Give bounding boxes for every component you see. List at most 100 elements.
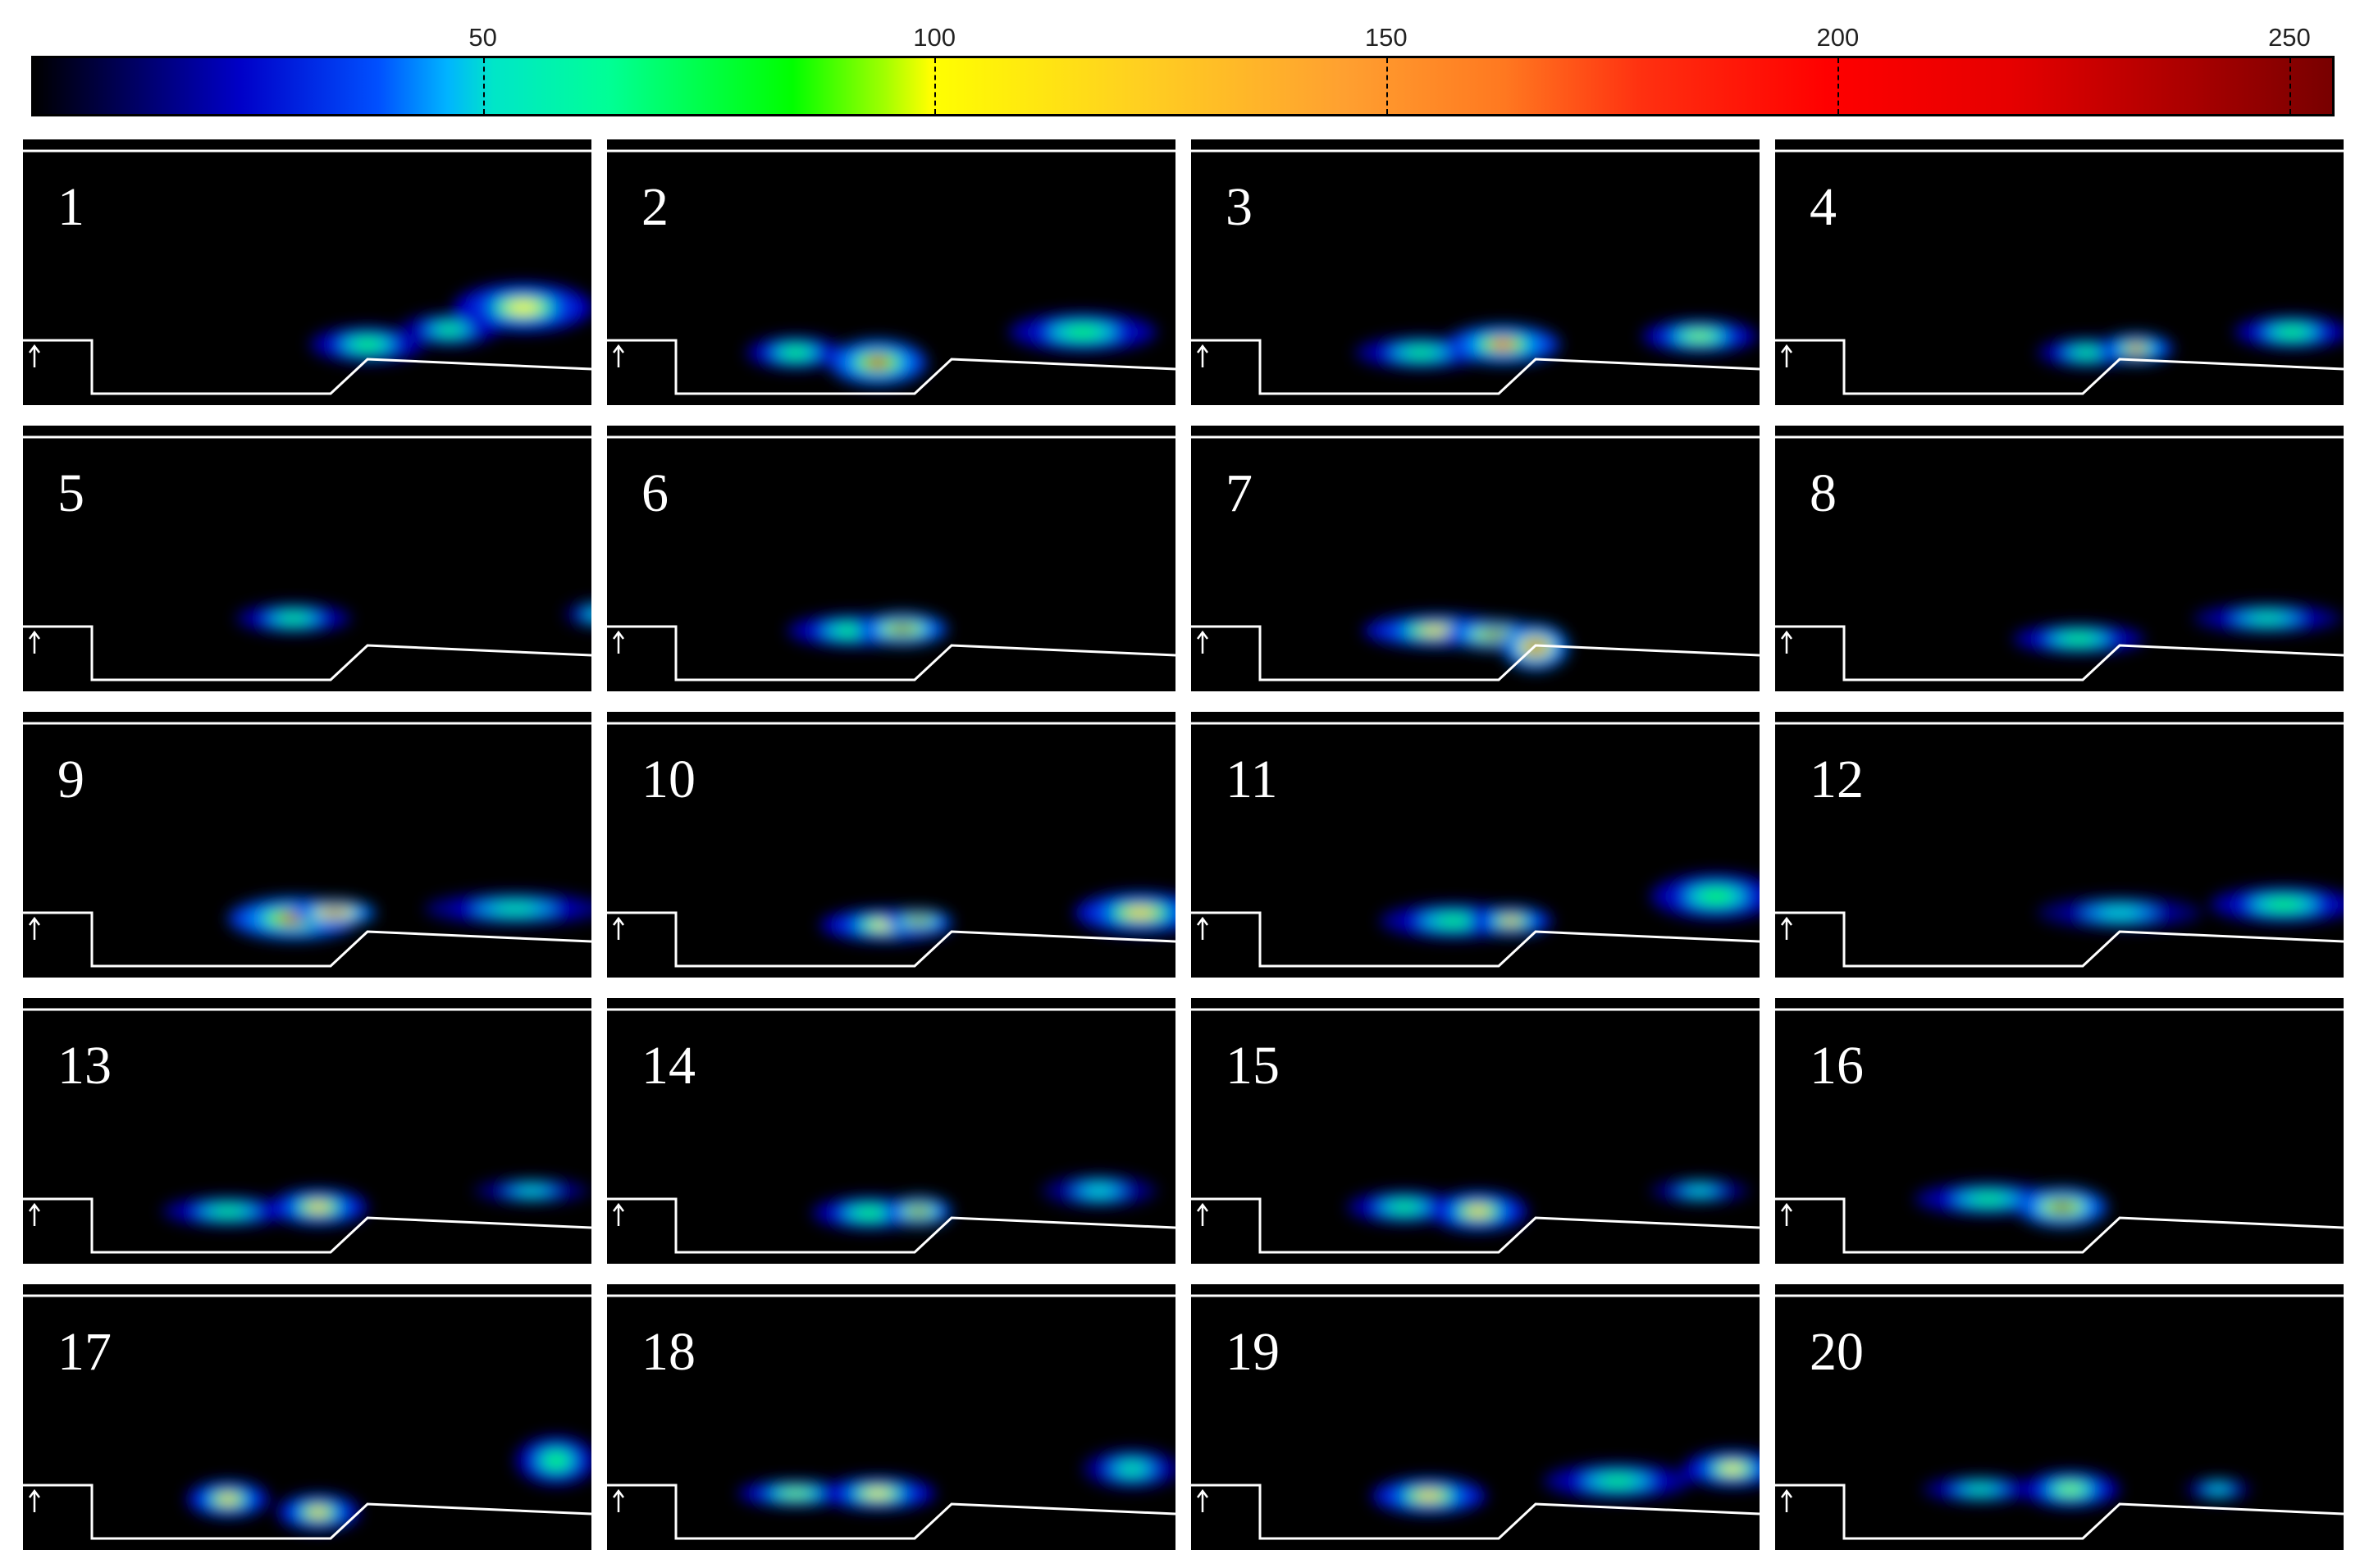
colorbar-tick-250 (2289, 58, 2291, 114)
geometry-outline (1191, 339, 1760, 395)
frame-panel: 19 (1191, 1284, 1760, 1550)
arrow-up-icon (1781, 630, 1792, 654)
intensity-blob (545, 1454, 567, 1467)
intensity-field (738, 1449, 1175, 1510)
intensity-blob (2126, 344, 2146, 353)
geometry-outline (1775, 625, 2344, 681)
frame-panel: 7 (1191, 426, 1760, 691)
intensity-blob (781, 1490, 810, 1497)
frame-panel: 15 (1191, 998, 1760, 1264)
frame-panel: 14 (607, 998, 1175, 1264)
arrow-up-icon (1197, 916, 1208, 940)
intensity-blob (1435, 916, 1472, 926)
frame-image (23, 149, 591, 395)
intensity-blob (437, 326, 462, 334)
intensity-blob (589, 612, 591, 617)
intensity-field (228, 892, 591, 940)
intensity-field (1372, 1451, 1760, 1514)
intensity-blob (324, 909, 345, 916)
frame-image (607, 1294, 1175, 1540)
intensity-field (310, 283, 591, 362)
intensity-blob (1120, 1464, 1144, 1474)
intensity-blob (911, 1207, 927, 1215)
frame-panel: 18 (607, 1284, 1175, 1550)
frame-image (23, 1294, 591, 1540)
colorbar-gradient (31, 56, 2335, 116)
frame-image (1191, 435, 1760, 681)
intensity-blob (911, 918, 927, 924)
geometry-outline (1775, 1197, 2344, 1254)
frame-image (1191, 149, 1760, 395)
frame-number: 6 (641, 463, 669, 523)
intensity-blob (1124, 907, 1157, 918)
intensity-blob (2062, 635, 2095, 643)
frame-panel: 1 (23, 139, 591, 405)
intensity-blob (1084, 1187, 1114, 1195)
geometry-outline (1775, 911, 2344, 968)
intensity-blob (1390, 1203, 1419, 1211)
frame-image (1191, 1008, 1760, 1254)
arrow-up-icon (1781, 916, 1792, 940)
frame-number: 3 (1226, 177, 1253, 237)
intensity-blob (1970, 1195, 2007, 1203)
frame-image (1191, 722, 1760, 968)
geometry-outline (607, 911, 1175, 968)
arrow-up-icon (29, 630, 40, 654)
frame-image (1775, 435, 2344, 681)
frame-number: 14 (641, 1036, 696, 1096)
geometry-outline (607, 339, 1175, 395)
geometry-outline (23, 911, 591, 968)
geometry-outline (23, 1197, 591, 1254)
colorbar-tick-label: 150 (1364, 23, 1408, 52)
intensity-blob (1700, 891, 1732, 902)
colorbar-tick-label: 100 (913, 23, 956, 52)
frame-panel: 13 (23, 998, 591, 1264)
colorbar-tick-150 (1385, 58, 1388, 114)
frame-number: 2 (641, 177, 669, 237)
intensity-field (2038, 887, 2344, 929)
frame-number: 4 (1810, 177, 1837, 237)
frame-panel: 17 (23, 1284, 591, 1550)
frame-image (1775, 149, 2344, 395)
intensity-blob (212, 1207, 244, 1215)
intensity-blob (2277, 328, 2307, 336)
frame-panel: 11 (1191, 712, 1760, 978)
frame-image (607, 149, 1175, 395)
intensity-field (162, 1178, 589, 1226)
intensity-blob (1685, 332, 1714, 340)
frame-image (23, 435, 591, 681)
arrow-up-icon (1197, 1488, 1208, 1512)
geometry-outline (1775, 339, 2344, 395)
frame-panel: 20 (1775, 1284, 2344, 1550)
intensity-blob (1466, 1206, 1490, 1216)
arrow-up-icon (1781, 1202, 1792, 1226)
frame-image (1191, 1294, 1760, 1540)
intensity-field (812, 1174, 1157, 1229)
intensity-field (1380, 873, 1760, 939)
frame-image (1775, 1294, 2344, 1540)
intensity-blob (279, 614, 308, 622)
frame-number: 19 (1226, 1322, 1280, 1382)
frame-panel: 12 (1775, 712, 2344, 978)
frame-image (23, 722, 591, 968)
colorbar-tick-label: 200 (1816, 23, 1860, 52)
intensity-blob (1965, 1486, 1995, 1493)
intensity-field (2038, 316, 2344, 367)
frame-number: 12 (1810, 750, 1864, 809)
frame-panel: 8 (1775, 426, 2344, 691)
intensity-field (1355, 320, 1757, 369)
intensity-blob (2075, 349, 2099, 357)
geometry-outline (23, 339, 591, 395)
intensity-blob (891, 625, 914, 633)
colorbar-tick-label: 50 (468, 23, 497, 52)
intensity-blob (2248, 614, 2286, 622)
intensity-blob (1720, 1464, 1745, 1474)
arrow-up-icon (613, 630, 624, 654)
intensity-blob (863, 1489, 892, 1497)
intensity-field (187, 1436, 591, 1530)
intensity-field (787, 613, 947, 647)
intensity-field (1347, 1178, 1749, 1231)
frame-panel: 16 (1775, 998, 2344, 1264)
frame-panel: 5 (23, 426, 591, 691)
intensity-blob (306, 1202, 331, 1212)
